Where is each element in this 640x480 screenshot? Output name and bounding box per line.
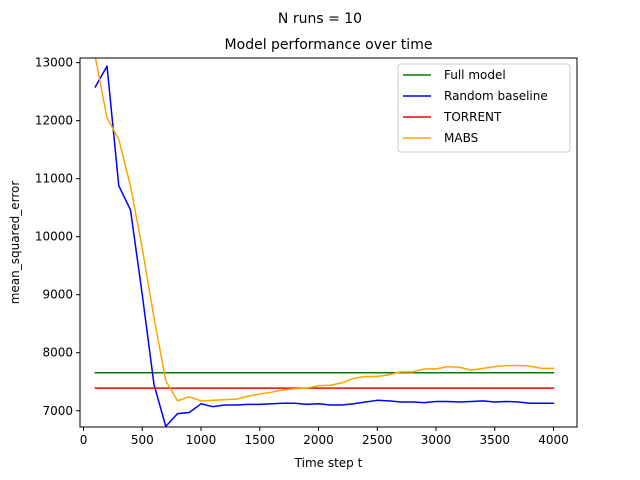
x-tick-label-4: 2000	[303, 433, 334, 447]
y-tick-label-6: 13000	[35, 56, 73, 70]
x-tick-label-7: 3500	[479, 433, 510, 447]
y-tick-label-1: 8000	[42, 346, 73, 360]
x-tick-label-1: 500	[131, 433, 154, 447]
y-tick-label-0: 7000	[42, 404, 73, 418]
y-tick-label-4: 11000	[35, 172, 73, 186]
series-line-1	[94, 65, 555, 427]
y-tick-label-2: 9000	[42, 288, 73, 302]
legend-label-2: TORRENT	[443, 110, 502, 124]
x-tick-label-3: 1500	[244, 433, 275, 447]
legend-label-3: MABS	[444, 131, 478, 145]
x-tick-label-6: 3000	[421, 433, 452, 447]
legend-label-0: Full model	[444, 68, 506, 82]
series-layer	[94, 58, 555, 427]
legend: Full model Random baseline TORRENT MABS	[397, 63, 571, 153]
x-tick-label-2: 1000	[186, 433, 217, 447]
plot-area	[79, 57, 578, 428]
chart-title: Model performance over time	[225, 37, 433, 53]
x-tick-label-5: 2500	[362, 433, 393, 447]
plot-frame	[79, 57, 578, 428]
legend-label-1: Random baseline	[444, 89, 548, 103]
legend-entries: Full model Random baseline TORRENT MABS	[403, 68, 548, 145]
y-tick-label-3: 10000	[35, 230, 73, 244]
y-axis: 7000 8000 9000 10000 11000 12000 13000	[35, 56, 80, 418]
x-tick-label-8: 4000	[538, 433, 569, 447]
y-axis-label: mean_squared_error	[8, 181, 22, 305]
figure-suptitle: N runs = 10	[278, 11, 362, 27]
x-axis-label: Time step t	[294, 456, 363, 470]
x-tick-label-0: 0	[80, 433, 88, 447]
y-tick-label-5: 12000	[35, 114, 73, 128]
x-axis: 0 500 1000 1500 2000 2500 3000 3500 4000	[80, 427, 569, 447]
legend-box	[397, 63, 571, 153]
series-line-3	[94, 58, 555, 402]
